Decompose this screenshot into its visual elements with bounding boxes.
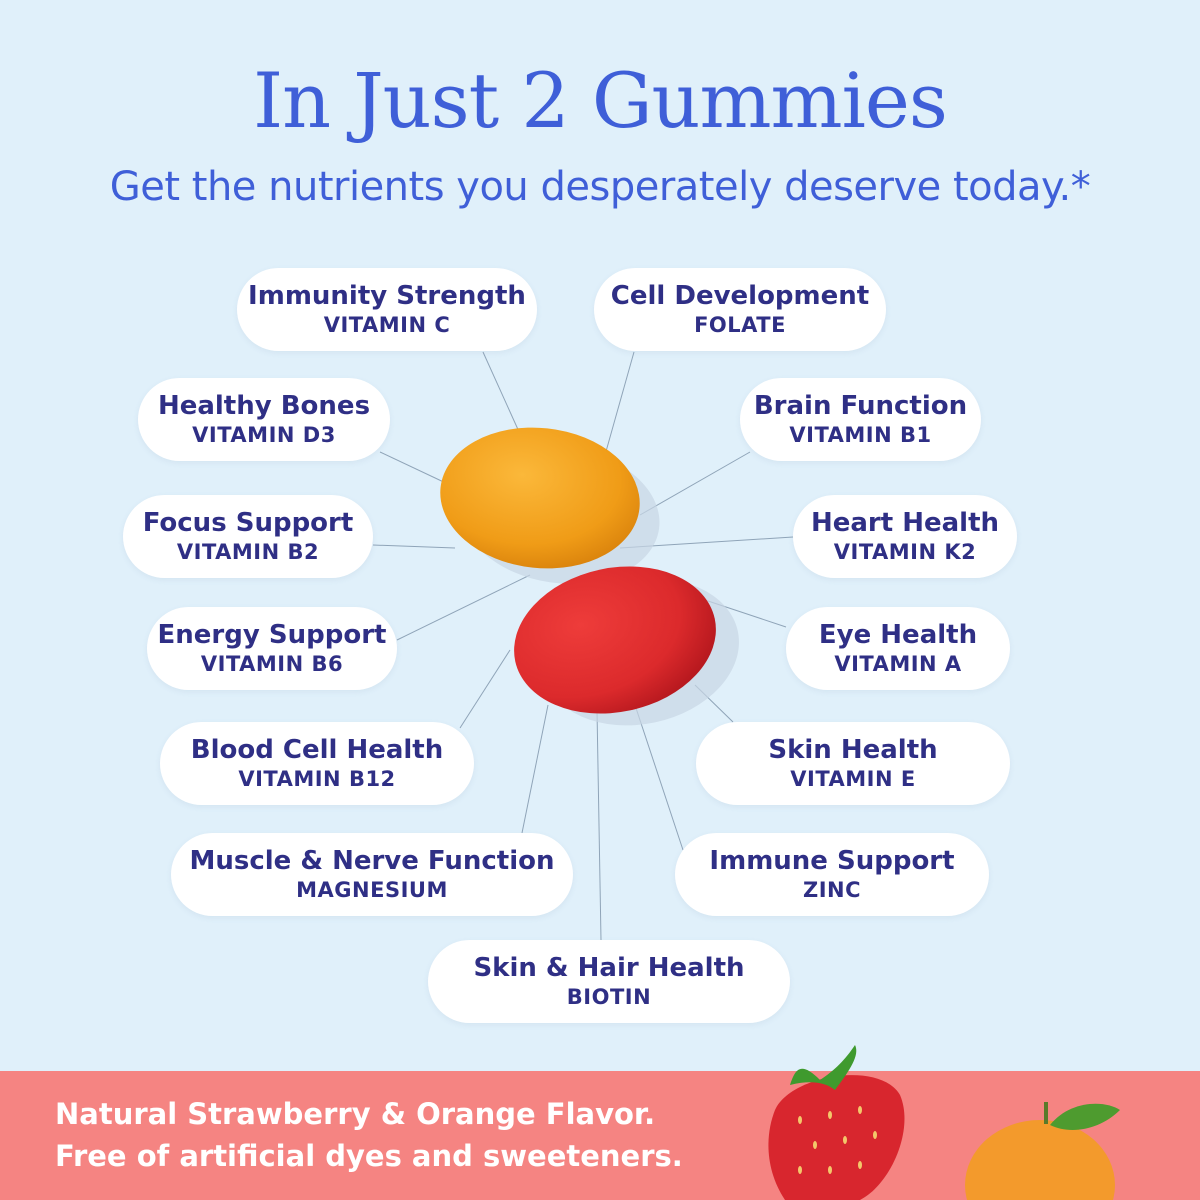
connector-line: [372, 544, 456, 549]
benefit-label: Focus Support: [142, 507, 354, 538]
nutrient-label: VITAMIN K2: [833, 539, 977, 564]
nutrient-label: VITAMIN B6: [200, 651, 344, 676]
benefit-label: Cell Development: [610, 280, 870, 311]
benefit-label: Skin & Hair Health: [473, 952, 745, 983]
nutrient-label: VITAMIN B1: [789, 422, 932, 447]
flavor-text: Natural Strawberry & Orange Flavor.: [55, 1097, 656, 1131]
connector-line: [634, 704, 684, 851]
nutrient-label: BIOTIN: [566, 984, 652, 1009]
benefit-label: Immunity Strength: [248, 280, 526, 311]
benefit-pill: Heart Health VITAMIN K2: [793, 495, 1017, 578]
nutrient-label: MAGNESIUM: [296, 877, 448, 902]
connector-line: [459, 649, 511, 729]
benefit-label: Blood Cell Health: [190, 734, 444, 765]
benefit-pill: Muscle & Nerve Function MAGNESIUM: [171, 833, 573, 916]
page-subtitle: Get the nutrients you desperately deserv…: [109, 164, 1091, 210]
nutrient-label: FOLATE: [694, 312, 786, 337]
orange-gummy: [440, 427, 640, 569]
connector-line: [596, 709, 602, 941]
benefit-label: Healthy Bones: [157, 390, 371, 421]
benefit-pill: Cell Development FOLATE: [594, 268, 886, 351]
benefit-pill: Brain Function VITAMIN B1: [740, 378, 981, 461]
nutrient-label: VITAMIN B12: [238, 766, 396, 791]
connector-line: [604, 351, 635, 456]
benefit-label: Brain Function: [753, 390, 968, 421]
page-title: In Just 2 Gummies: [253, 56, 948, 145]
connector-line: [521, 704, 549, 834]
benefit-pill: Blood Cell Health VITAMIN B12: [160, 722, 474, 805]
benefit-label: Immune Support: [709, 845, 955, 876]
benefit-pill: Skin Health VITAMIN E: [696, 722, 1010, 805]
benefit-pill: Immunity Strength VITAMIN C: [237, 268, 537, 351]
benefit-label: Heart Health: [810, 507, 1000, 538]
benefit-pill: Immune Support ZINC: [675, 833, 989, 916]
benefit-label: Muscle & Nerve Function: [189, 845, 555, 876]
strawberry-icon: [768, 1045, 905, 1200]
benefit-label: Skin Health: [768, 734, 938, 765]
benefit-pill: Eye Health VITAMIN A: [786, 607, 1010, 690]
red-gummy: [514, 566, 716, 714]
benefit-pill: Skin & Hair Health BIOTIN: [428, 940, 790, 1023]
benefit-label: Eye Health: [818, 619, 978, 650]
connector-line: [639, 451, 751, 516]
benefit-pill: Energy Support VITAMIN B6: [147, 607, 397, 690]
nutrient-label: VITAMIN B2: [176, 539, 320, 564]
connector-line: [396, 574, 531, 641]
benefit-label: Energy Support: [157, 619, 387, 650]
nutrient-label: VITAMIN A: [834, 651, 962, 676]
orange-fruit-icon: [965, 1102, 1120, 1200]
nutrient-label: ZINC: [802, 877, 862, 902]
benefit-pill: Healthy Bones VITAMIN D3: [138, 378, 390, 461]
benefit-pill: Focus Support VITAMIN B2: [123, 495, 373, 578]
nutrient-label: VITAMIN C: [323, 312, 451, 337]
free-of-text: Free of artificial dyes and sweeteners.: [55, 1139, 683, 1173]
connector-line: [379, 451, 451, 486]
nutrient-label: VITAMIN D3: [192, 422, 336, 447]
nutrient-label: VITAMIN E: [790, 766, 916, 791]
